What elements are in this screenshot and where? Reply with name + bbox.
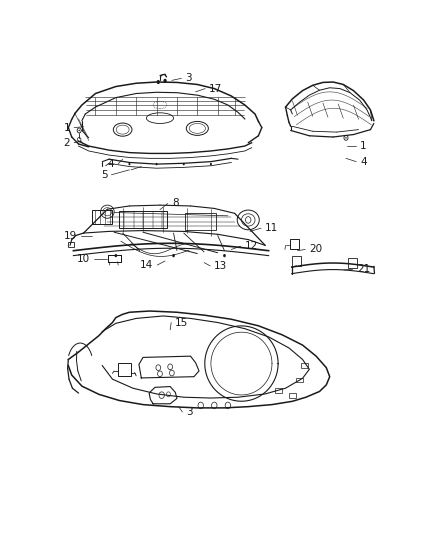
Text: 3: 3 bbox=[185, 74, 192, 83]
Text: 8: 8 bbox=[172, 198, 179, 208]
Text: 1: 1 bbox=[64, 123, 70, 133]
Text: 17: 17 bbox=[209, 84, 223, 94]
Text: 20: 20 bbox=[309, 245, 322, 254]
Text: 5: 5 bbox=[101, 170, 107, 180]
Text: 4: 4 bbox=[360, 157, 367, 167]
Text: 1: 1 bbox=[360, 141, 367, 151]
Text: 4: 4 bbox=[107, 159, 114, 168]
Circle shape bbox=[163, 79, 167, 83]
Circle shape bbox=[172, 254, 175, 257]
Text: 13: 13 bbox=[214, 261, 228, 271]
Circle shape bbox=[183, 163, 185, 165]
Text: 3: 3 bbox=[187, 407, 193, 417]
Circle shape bbox=[223, 254, 226, 257]
Circle shape bbox=[78, 130, 80, 131]
Circle shape bbox=[156, 80, 160, 84]
Circle shape bbox=[210, 163, 212, 165]
Text: 10: 10 bbox=[77, 254, 90, 264]
Circle shape bbox=[128, 163, 131, 165]
Text: 21: 21 bbox=[357, 264, 370, 274]
Text: 15: 15 bbox=[175, 318, 188, 327]
Circle shape bbox=[345, 137, 346, 139]
Circle shape bbox=[114, 254, 117, 257]
Text: 2: 2 bbox=[64, 138, 70, 148]
Text: 12: 12 bbox=[245, 241, 258, 251]
Text: 19: 19 bbox=[64, 230, 77, 240]
Text: 14: 14 bbox=[140, 260, 153, 270]
Circle shape bbox=[155, 163, 158, 165]
Text: 11: 11 bbox=[265, 223, 279, 233]
